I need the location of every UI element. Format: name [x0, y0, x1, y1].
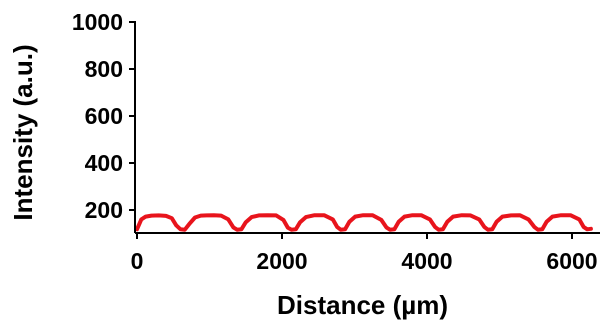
x-tick-label: 4000 — [401, 248, 452, 274]
y-tick-label: 400 — [85, 150, 123, 176]
x-tick-label: 2000 — [256, 248, 307, 274]
y-axis-title: Intensity (a.u.) — [8, 44, 38, 220]
y-axis-ticks: 200 400 600 800 1000 — [72, 9, 135, 223]
x-axis-title: Distance (µm) — [277, 290, 448, 320]
x-tick-label: 0 — [131, 248, 144, 274]
x-tick-label: 6000 — [546, 248, 597, 274]
plot-area: 200 400 600 800 1000 0 2000 4000 6000 — [72, 9, 600, 274]
intensity-series-line — [135, 213, 593, 232]
y-tick-label: 800 — [85, 56, 123, 82]
y-tick-label: 1000 — [72, 9, 123, 35]
y-tick-label: 600 — [85, 103, 123, 129]
y-tick-label: 200 — [85, 197, 123, 223]
x-axis-ticks: 0 2000 4000 6000 — [131, 233, 598, 274]
